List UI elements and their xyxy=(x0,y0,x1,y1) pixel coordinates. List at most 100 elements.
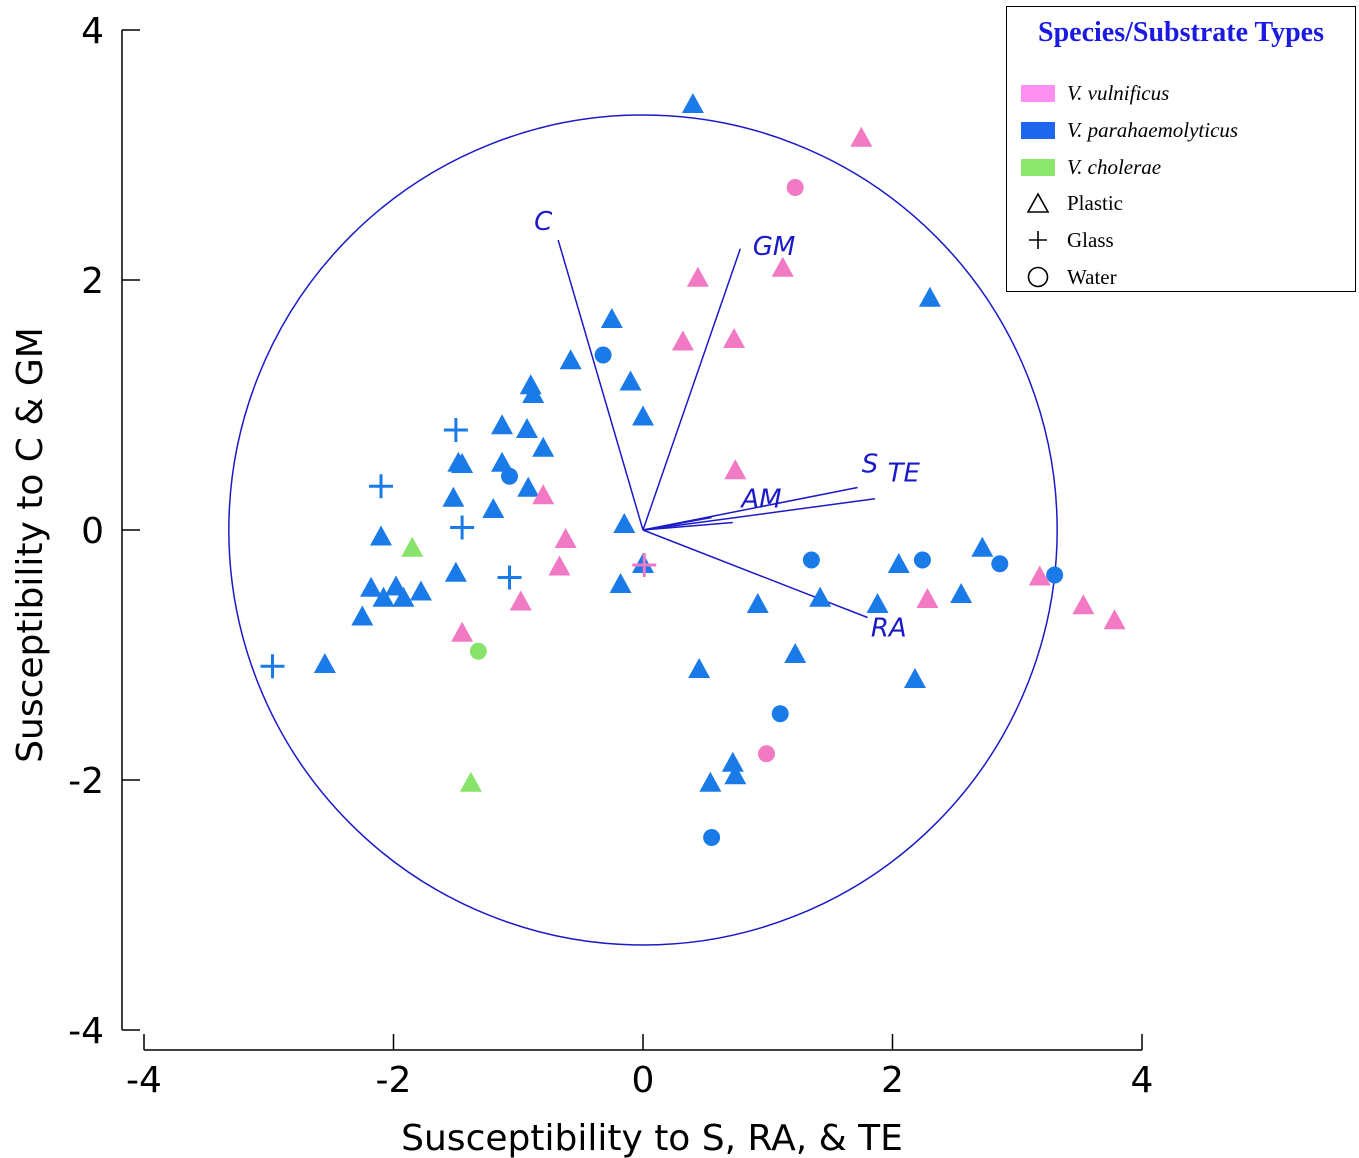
data-point-vulnificus-plastic xyxy=(916,588,939,608)
vector-c xyxy=(557,239,644,531)
axes: -4 -2 0 2 4 -4 -2 0 2 4 xyxy=(68,11,1153,1101)
data-point-parahaemolyticus-plastic xyxy=(444,561,467,582)
legend: Species/Substrate Types V. vulnificus V.… xyxy=(1006,6,1356,292)
data-point-parahaemolyticus-plastic xyxy=(360,576,383,597)
legend-entry-vulnificus: V. vulnificus xyxy=(1021,79,1169,107)
data-point-parahaemolyticus-plastic xyxy=(442,486,465,507)
vector-am xyxy=(642,521,733,531)
data-point-parahaemolyticus-glass xyxy=(450,515,475,540)
correlation-circle xyxy=(228,114,1058,946)
data-point-vulnificus-plastic xyxy=(771,256,794,277)
biplot-vectors: C GM S TE AM RA xyxy=(534,207,920,643)
vector-te xyxy=(642,498,876,531)
data-point-parahaemolyticus-plastic xyxy=(517,476,540,497)
cholerae-swatch xyxy=(1021,158,1055,176)
plus-icon xyxy=(1029,231,1047,249)
data-point-parahaemolyticus-plastic xyxy=(372,586,395,607)
data-point-parahaemolyticus-plastic xyxy=(918,286,941,307)
data-point-vulnificus-plastic xyxy=(1028,565,1051,586)
y-tick-label: 0 xyxy=(81,511,104,552)
data-point-parahaemolyticus-plastic xyxy=(724,764,747,785)
data-point-vulnificus-plastic xyxy=(686,266,709,287)
legend-title: Species/Substrate Types xyxy=(1038,17,1324,48)
data-point-parahaemolyticus-water xyxy=(913,551,931,569)
data-point-vulnificus-plastic xyxy=(671,330,694,351)
vulnificus-swatch xyxy=(1021,84,1055,102)
data-point-parahaemolyticus-plastic xyxy=(619,370,642,391)
data-point-parahaemolyticus-plastic xyxy=(600,308,623,328)
data-point-parahaemolyticus-plastic xyxy=(392,586,415,607)
data-point-vulnificus-plastic xyxy=(451,621,474,642)
data-point-vulnificus-plastic xyxy=(509,590,532,611)
legend-entry-parahaemolyticus: V. parahaemolyticus xyxy=(1021,116,1238,144)
data-point-parahaemolyticus-plastic xyxy=(721,751,744,772)
data-point-parahaemolyticus-plastic xyxy=(699,771,722,792)
data-point-parahaemolyticus-glass xyxy=(369,474,394,499)
data-point-parahaemolyticus-plastic xyxy=(784,643,807,663)
x-tick-label: 4 xyxy=(1131,1060,1154,1101)
data-point-parahaemolyticus-plastic xyxy=(688,658,711,678)
data-point-parahaemolyticus-plastic xyxy=(351,605,374,626)
data-point-vulnificus-plastic xyxy=(724,459,747,480)
data-point-vulnificus-plastic xyxy=(1072,594,1095,615)
data-point-parahaemolyticus-plastic xyxy=(313,653,336,673)
legend-entry-water: Water xyxy=(1021,263,1117,291)
legend-entry-plastic: Plastic xyxy=(1021,189,1123,217)
x-axis-title: Susceptibility to S, RA, & TE xyxy=(401,1118,903,1158)
data-point-parahaemolyticus-plastic xyxy=(409,580,432,601)
y-tick-label: -2 xyxy=(68,761,104,802)
vector-label-ra: RA xyxy=(871,613,907,643)
data-point-parahaemolyticus-water xyxy=(771,705,789,723)
data-point-vulnificus-water xyxy=(758,745,776,763)
data-point-parahaemolyticus-water xyxy=(1046,566,1064,584)
data-point-parahaemolyticus-plastic xyxy=(681,93,704,113)
vector-label-gm: GM xyxy=(753,232,796,262)
vector-am xyxy=(642,516,712,531)
data-point-vulnificus-glass xyxy=(632,553,657,577)
data-point-parahaemolyticus-glass xyxy=(497,565,522,590)
x-tick-label: -2 xyxy=(376,1060,412,1101)
data-point-parahaemolyticus-plastic xyxy=(613,513,636,533)
y-axis-title: Susceptibility to C & GM xyxy=(10,327,51,763)
data-point-vulnificus-water xyxy=(786,179,804,196)
data-point-parahaemolyticus-plastic xyxy=(809,586,832,607)
legend-label-plastic: Plastic xyxy=(1067,190,1123,215)
data-point-parahaemolyticus-plastic xyxy=(903,668,926,688)
x-tick-label: 0 xyxy=(632,1060,655,1101)
data-point-parahaemolyticus-plastic xyxy=(370,525,393,546)
legend-label-cholerae: V. cholerae xyxy=(1067,154,1162,179)
y-tick-label: 4 xyxy=(81,11,104,52)
vector-ra xyxy=(642,529,868,619)
legend-label-glass: Glass xyxy=(1067,227,1114,252)
data-points xyxy=(260,93,1126,846)
data-point-parahaemolyticus-plastic xyxy=(515,418,538,438)
data-point-vulnificus-plastic xyxy=(554,528,577,548)
vector-label-s: S xyxy=(862,450,879,480)
data-point-parahaemolyticus-plastic xyxy=(971,536,994,557)
data-point-vulnificus-plastic xyxy=(723,328,746,348)
data-point-parahaemolyticus-plastic xyxy=(887,553,910,573)
data-point-parahaemolyticus-plastic xyxy=(522,383,545,403)
y-tick-label: -4 xyxy=(68,1011,104,1052)
data-point-parahaemolyticus-plastic xyxy=(866,593,889,613)
data-point-vulnificus-plastic xyxy=(850,126,873,147)
data-point-parahaemolyticus-glass xyxy=(443,418,468,442)
vector-label-c: C xyxy=(534,207,553,237)
data-point-parahaemolyticus-plastic xyxy=(532,436,555,457)
parahaemolyticus-swatch xyxy=(1021,121,1055,139)
data-point-vulnificus-plastic xyxy=(1103,609,1126,630)
vector-gm xyxy=(642,248,742,531)
data-point-parahaemolyticus-plastic xyxy=(482,498,505,518)
data-point-parahaemolyticus-plastic xyxy=(950,583,973,603)
legend-label-water: Water xyxy=(1067,264,1117,289)
legend-entry-glass: Glass xyxy=(1021,226,1114,254)
data-point-parahaemolyticus-water xyxy=(991,555,1009,573)
vector-label-am: AM xyxy=(739,485,781,515)
legend-label-vulnificus: V. vulnificus xyxy=(1067,80,1170,105)
data-point-parahaemolyticus-water xyxy=(501,467,519,485)
vector-label-te: TE xyxy=(888,458,921,488)
data-point-parahaemolyticus-plastic xyxy=(451,453,474,473)
data-point-parahaemolyticus-plastic xyxy=(491,451,514,472)
data-point-parahaemolyticus-glass xyxy=(260,654,285,679)
data-point-parahaemolyticus-plastic xyxy=(609,573,632,593)
